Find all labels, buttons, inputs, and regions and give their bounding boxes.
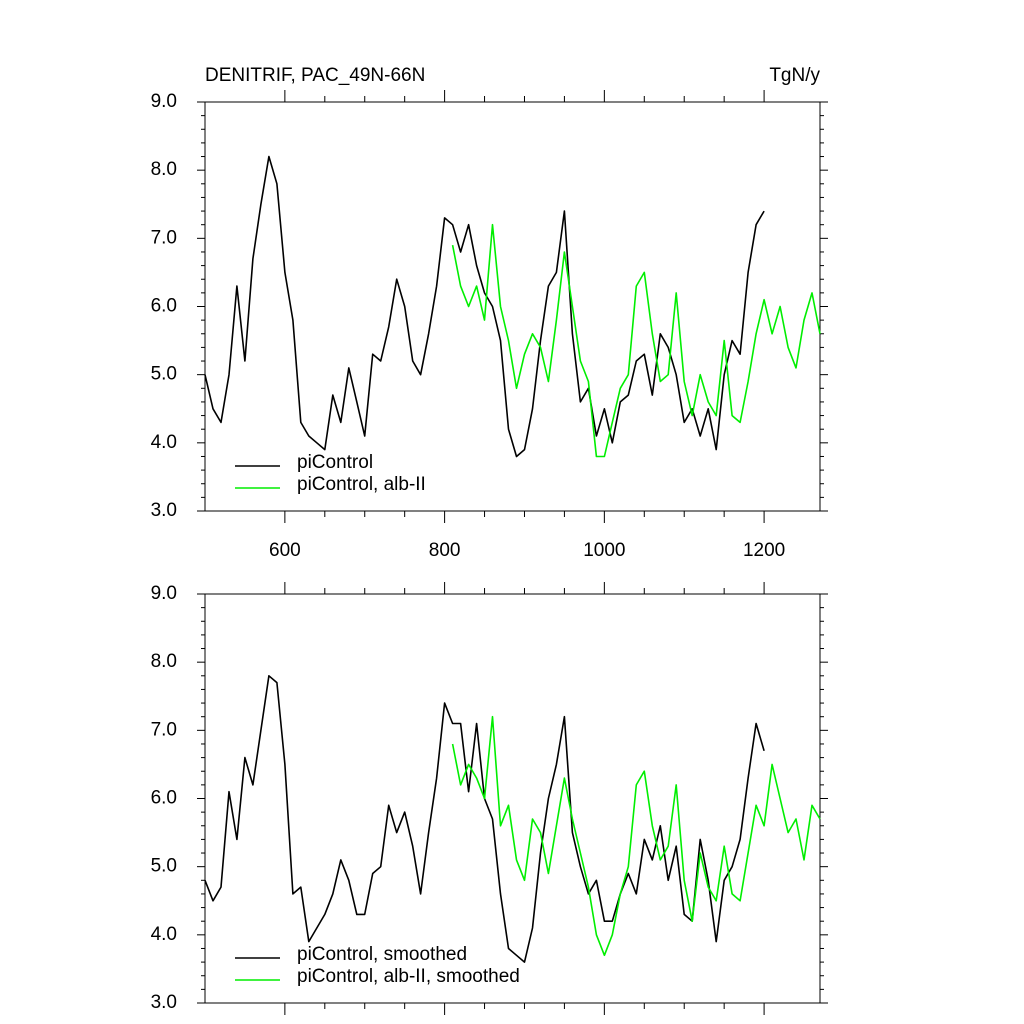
y-tick-label: 6.0 [151, 788, 177, 809]
y-tick-label: 7.0 [151, 719, 177, 740]
y-tick-label: 4.0 [151, 432, 177, 453]
x-tick-label: 1000 [583, 540, 625, 561]
y-tick-label: 7.0 [151, 227, 177, 248]
x-tick-label: 1200 [743, 540, 785, 561]
y-tick-label: 3.0 [151, 992, 177, 1013]
y-tick-label: 9.0 [151, 91, 177, 112]
data-line [204, 155, 765, 458]
y-tick-label: 8.0 [151, 159, 177, 180]
legend-label: piControl [297, 452, 373, 473]
plot-frame [204, 593, 821, 1004]
data-line [451, 715, 821, 957]
y-tick-label: 3.0 [151, 500, 177, 521]
data-line [204, 675, 765, 963]
y-tick-label: 8.0 [151, 651, 177, 672]
y-tick-label: 5.0 [151, 856, 177, 877]
legend-label: piControl, alb-II [297, 474, 426, 495]
legend-label: piControl, smoothed [297, 944, 467, 965]
x-tick-label: 800 [429, 540, 461, 561]
x-tick-label: 600 [269, 540, 301, 561]
y-tick-label: 4.0 [151, 924, 177, 945]
y-tick-label: 5.0 [151, 364, 177, 385]
data-line [451, 223, 821, 458]
y-tick-label: 6.0 [151, 296, 177, 317]
chart-title: DENITRIF, PAC_49N-66N [205, 65, 425, 86]
plot-frame [204, 101, 821, 512]
legend-label: piControl, alb-II, smoothed [297, 966, 520, 987]
y-tick-label: 9.0 [151, 583, 177, 604]
units-label: TgN/y [769, 65, 820, 86]
